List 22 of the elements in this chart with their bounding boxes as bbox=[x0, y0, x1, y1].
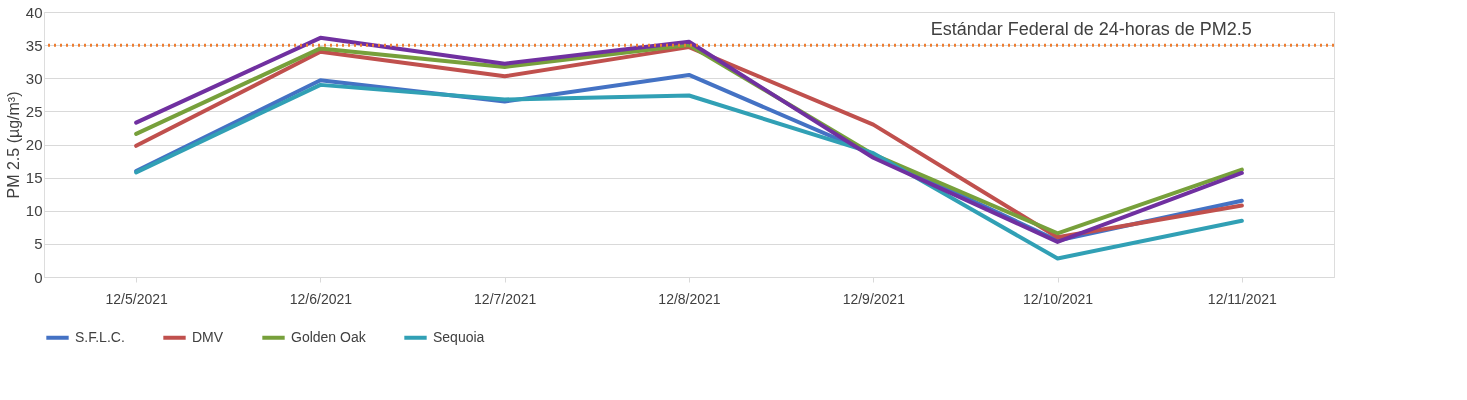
y-tick-label: 25 bbox=[25, 102, 43, 120]
x-tick-label: 12/7/2021 bbox=[474, 290, 537, 307]
x-tick-label: 12/8/2021 bbox=[658, 290, 721, 307]
y-tick-label: 10 bbox=[25, 202, 43, 220]
ref-line-label: Estándar Federal de 24-horas de PM2.5 bbox=[930, 19, 1252, 40]
x-tick-label: 12/10/2021 bbox=[1023, 290, 1094, 307]
y-tick-label: 0 bbox=[34, 268, 43, 286]
y-tick-label: 15 bbox=[25, 169, 43, 187]
y-tick-label: 20 bbox=[25, 136, 43, 153]
legend-label: S.F.L.C. bbox=[75, 328, 125, 345]
y-tick-label: 35 bbox=[25, 36, 43, 54]
legend-label: DMV bbox=[192, 328, 224, 345]
x-tick-label: 12/5/2021 bbox=[105, 290, 168, 307]
legend-label: Golden Oak bbox=[291, 328, 367, 345]
y-tick-label: 5 bbox=[34, 235, 43, 253]
x-tick-label: 12/6/2021 bbox=[289, 290, 353, 307]
y-tick-label: 30 bbox=[25, 69, 43, 87]
y-axis-title: PM 2.5 (µg/m³) bbox=[4, 91, 22, 199]
legend-label: Sequoia bbox=[433, 328, 485, 345]
y-tick-label: 40 bbox=[25, 3, 43, 21]
x-tick-label: 12/9/2021 bbox=[842, 290, 906, 307]
x-tick-label: 12/11/2021 bbox=[1207, 290, 1278, 307]
